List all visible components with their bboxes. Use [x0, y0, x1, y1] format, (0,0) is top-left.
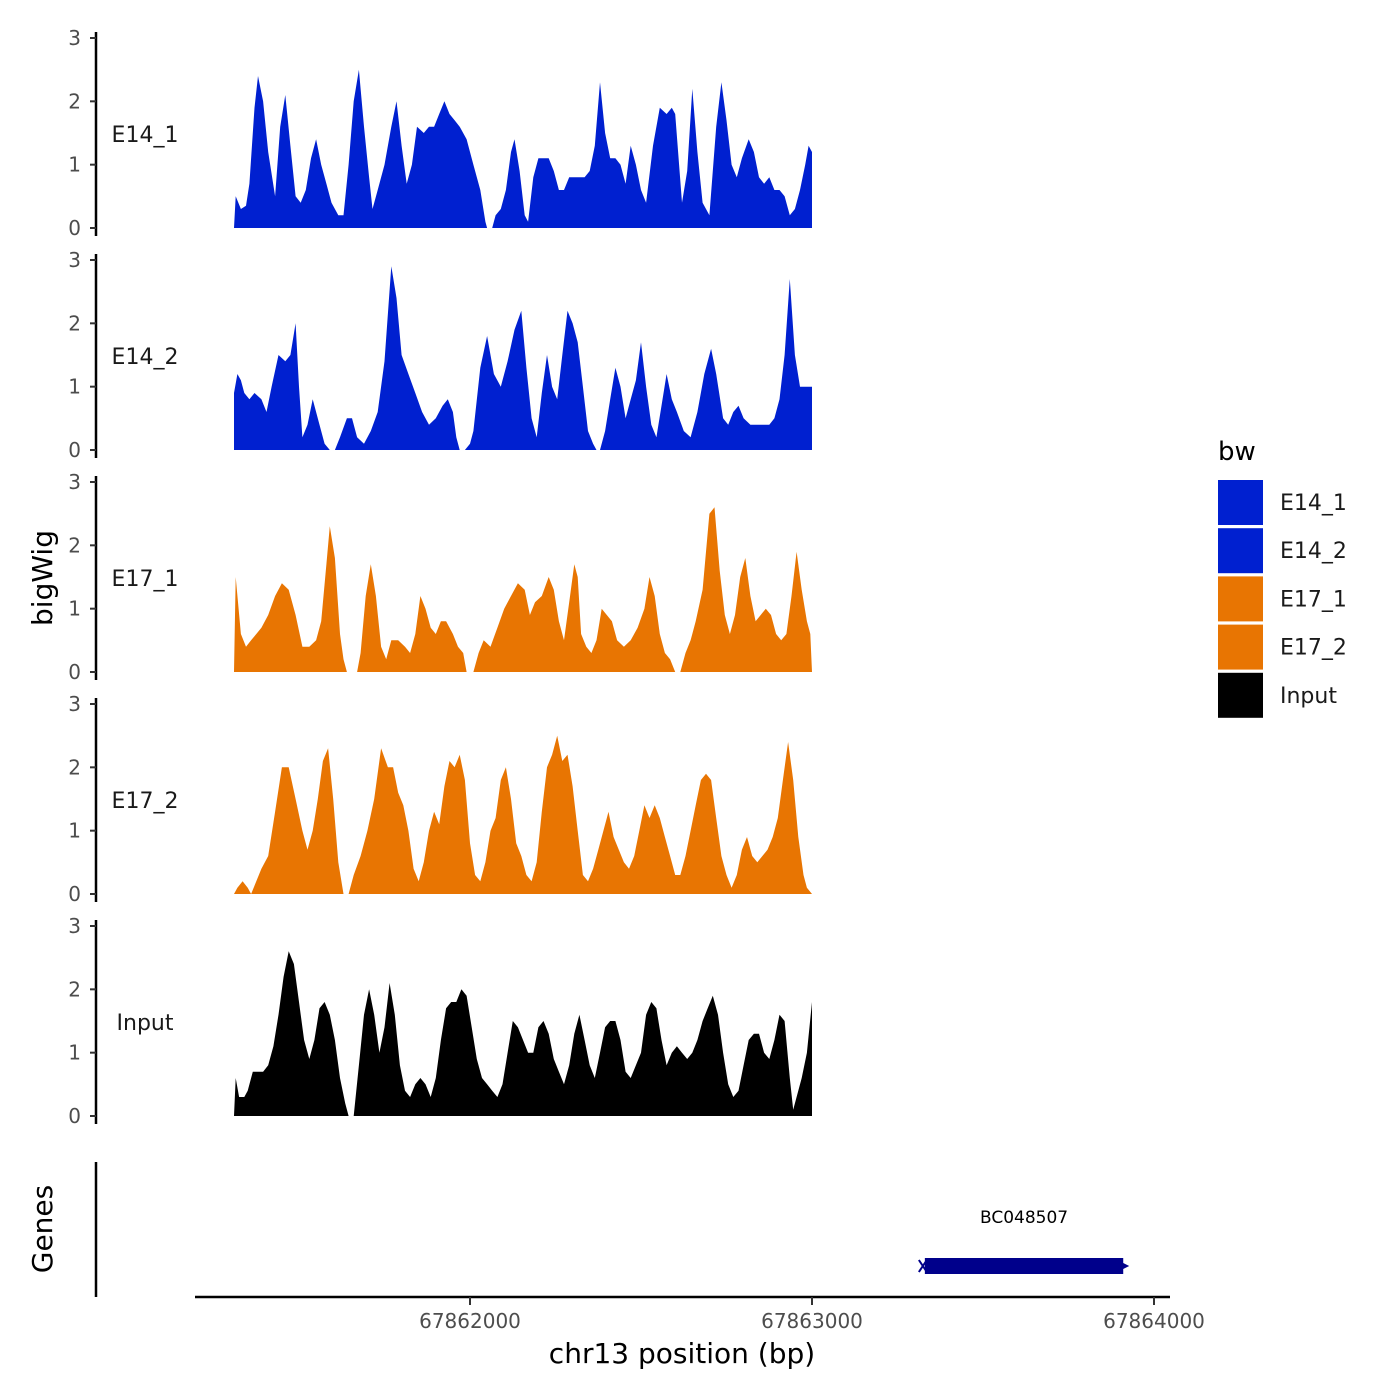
track-label: E14_1: [112, 123, 179, 148]
y-tick-label: 2: [68, 311, 81, 335]
y-tick-label: 0: [68, 438, 81, 462]
legend-key-E14_2: [1218, 528, 1263, 574]
y-tick-label: 3: [68, 914, 81, 938]
y-tick-label: 3: [68, 26, 81, 50]
legend-label: E14_2: [1280, 539, 1347, 564]
track-label: E17_2: [112, 789, 179, 814]
x-tick-label: 67863000: [761, 1309, 863, 1333]
legend-title: bw: [1218, 437, 1256, 467]
track-label: Input: [117, 1011, 174, 1036]
y-tick-label: 3: [68, 692, 81, 716]
gene-strand-marker: [918, 1259, 928, 1273]
x-axis: chr13 position (bp) 67862000 67863000 6786…: [195, 1295, 1205, 1370]
legend: bw E14_1 E14_2 E17_1 E17_2 Input: [1218, 437, 1347, 718]
y-tick-label: 1: [68, 597, 81, 621]
track-E17_2: 0 1 2 3 E17_2: [68, 692, 812, 906]
y-axis-title: bigWig: [26, 530, 59, 626]
x-axis-title: chr13 position (bp): [549, 1337, 815, 1370]
y-tick-label: 2: [68, 755, 81, 779]
coverage-area: [234, 735, 812, 894]
coverage-area: [234, 266, 812, 450]
gene-body: [924, 1258, 1124, 1274]
y-tick-label: 3: [68, 248, 81, 272]
y-tick-label: 0: [68, 1104, 81, 1128]
track-label: E17_1: [112, 567, 179, 592]
track-label: E14_2: [112, 345, 179, 370]
y-tick-label: 1: [68, 1041, 81, 1065]
y-tick-label: 3: [68, 470, 81, 494]
track-E14_2: 0 1 2 3 E14_2: [68, 248, 812, 462]
legend-label: E17_1: [1280, 587, 1347, 612]
y-tick-label: 1: [68, 819, 81, 843]
y-tick-label: 2: [68, 977, 81, 1001]
legend-key-E17_1: [1218, 576, 1263, 622]
y-tick-label: 1: [68, 153, 81, 177]
gene-panel-title: Genes: [26, 1185, 59, 1273]
legend-key-E17_2: [1218, 624, 1263, 670]
track-E17_1: 0 1 2 3 E17_1: [68, 470, 812, 684]
y-tick-label: 0: [68, 216, 81, 240]
legend-label: E17_2: [1280, 636, 1347, 661]
coverage-area: [234, 69, 812, 228]
tracks-layer: 0 1 2 3 E14_1 0 1 2 3 E14_2 0 1 2 3 E17_1 0 1 2 3 E17_2 0 1 2 3…: [68, 26, 812, 1128]
gene-strand-marker: [1121, 1262, 1130, 1270]
legend-key-Input: [1218, 672, 1263, 718]
track-E14_1: 0 1 2 3 E14_1: [68, 26, 812, 240]
gene-label: BC048507: [980, 1208, 1068, 1228]
y-tick-label: 0: [68, 660, 81, 684]
legend-key-E14_1: [1218, 480, 1263, 525]
gene-panel: Genes BC048507: [26, 1162, 1130, 1297]
x-tick-label: 67862000: [419, 1309, 521, 1333]
coverage-area: [234, 507, 812, 672]
y-tick-label: 0: [68, 882, 81, 906]
y-tick-label: 2: [68, 533, 81, 557]
legend-label: E14_1: [1280, 491, 1347, 516]
coverage-area: [234, 951, 812, 1116]
track-Input: 0 1 2 3 Input: [68, 914, 812, 1128]
y-tick-label: 2: [68, 89, 81, 113]
y-tick-label: 1: [68, 375, 81, 399]
legend-label: Input: [1280, 684, 1337, 709]
x-tick-label: 67864000: [1103, 1309, 1205, 1333]
